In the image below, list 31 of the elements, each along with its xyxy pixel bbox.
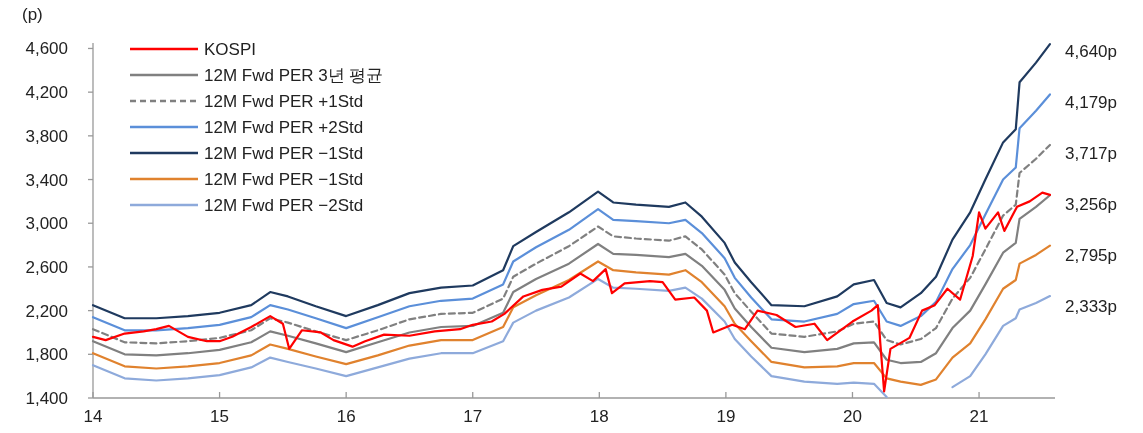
legend-label: 12M Fwd PER −2Std xyxy=(204,196,364,215)
x-tick-label: 18 xyxy=(589,407,609,426)
y-tick-label: 1,800 xyxy=(25,345,68,365)
y-axis-title: (p) xyxy=(22,5,43,24)
x-tick-label: 14 xyxy=(83,407,103,426)
x-tick-label: 19 xyxy=(716,407,736,426)
y-tick-label: 4,600 xyxy=(25,39,68,59)
annotation: 2,333p xyxy=(1065,297,1117,316)
legend-label: KOSPI xyxy=(204,40,256,59)
annotation: 4,640p xyxy=(1065,42,1117,61)
legend-label: 12M Fwd PER −1Std xyxy=(204,170,364,189)
y-tick-label: 3,000 xyxy=(25,214,68,234)
annotation: 2,795p xyxy=(1065,246,1117,265)
x-tick-label: 16 xyxy=(336,407,356,426)
x-tick-label: 20 xyxy=(843,407,862,426)
annotation: 4,179p xyxy=(1065,93,1117,112)
y-tick-label: 2,200 xyxy=(25,301,68,321)
annotation: 3,256p xyxy=(1065,195,1117,214)
y-tick-label: 3,800 xyxy=(25,126,68,146)
x-tick-label: 21 xyxy=(969,407,989,426)
legend-label: 12M Fwd PER +2Std xyxy=(204,118,364,137)
x-tick-label: 17 xyxy=(463,407,483,426)
x-tick-label: 15 xyxy=(210,407,230,426)
legend-label: 12M Fwd PER 3년 평균 xyxy=(204,66,384,85)
legend-label: 12M Fwd PER +1Std xyxy=(204,92,364,111)
y-tick-label: 2,600 xyxy=(25,257,68,277)
y-tick-label: 1,400 xyxy=(25,389,68,408)
y-tick-label: 3,400 xyxy=(25,170,68,190)
annotation: 3,717p xyxy=(1065,144,1117,163)
legend-label: 12M Fwd PER −1Std xyxy=(204,144,364,163)
y-tick-label: 4,200 xyxy=(25,83,68,103)
